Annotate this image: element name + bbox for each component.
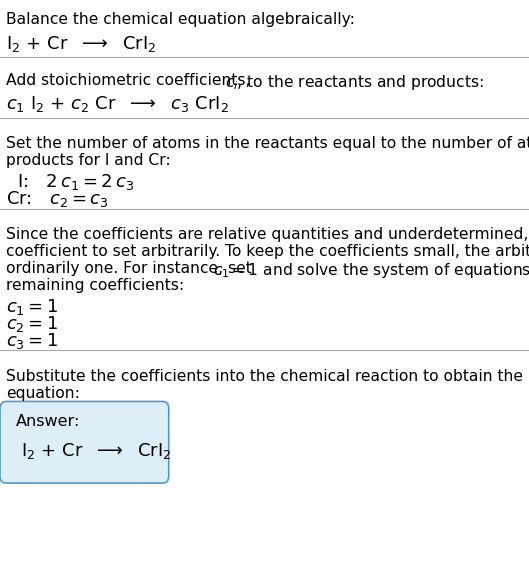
Text: Add stoichiometric coefficients,: Add stoichiometric coefficients, <box>6 73 256 87</box>
FancyBboxPatch shape <box>0 401 169 483</box>
Text: Answer:: Answer: <box>16 414 80 429</box>
Text: Substitute the coefficients into the chemical reaction to obtain the balanced: Substitute the coefficients into the che… <box>6 369 529 383</box>
Text: $c_1 = 1$ and solve the system of equations for the: $c_1 = 1$ and solve the system of equati… <box>213 261 529 280</box>
Text: $c_1$ $\mathrm{I_2}$ $+$ $c_2$ $\mathrm{Cr}$  $\longrightarrow$  $c_3$ $\mathrm{: $c_1$ $\mathrm{I_2}$ $+$ $c_2$ $\mathrm{… <box>6 94 229 114</box>
Text: $c_2 = 1$: $c_2 = 1$ <box>6 314 59 334</box>
Text: Since the coefficients are relative quantities and underdetermined, choose a: Since the coefficients are relative quan… <box>6 227 529 242</box>
Text: $c_i$, to the reactants and products:: $c_i$, to the reactants and products: <box>225 73 484 92</box>
Text: $c_1 = 1$: $c_1 = 1$ <box>6 297 59 317</box>
Text: ordinarily one. For instance, set: ordinarily one. For instance, set <box>6 261 257 276</box>
Text: Balance the chemical equation algebraically:: Balance the chemical equation algebraica… <box>6 12 355 27</box>
Text: Cr:   $c_2 = c_3$: Cr: $c_2 = c_3$ <box>6 189 109 209</box>
Text: $\mathrm{I_2}$ $+$ $\mathrm{Cr}$  $\longrightarrow$  $\mathrm{CrI_2}$: $\mathrm{I_2}$ $+$ $\mathrm{Cr}$ $\longr… <box>6 34 157 54</box>
Text: products for I and Cr:: products for I and Cr: <box>6 153 171 168</box>
Text: remaining coefficients:: remaining coefficients: <box>6 278 185 293</box>
Text: equation:: equation: <box>6 386 80 400</box>
Text: $c_3 = 1$: $c_3 = 1$ <box>6 331 59 351</box>
Text: $\mathrm{I_2}$ $+$ $\mathrm{Cr}$  $\longrightarrow$  $\mathrm{CrI_2}$: $\mathrm{I_2}$ $+$ $\mathrm{Cr}$ $\longr… <box>21 441 171 461</box>
Text: Set the number of atoms in the reactants equal to the number of atoms in the: Set the number of atoms in the reactants… <box>6 136 529 151</box>
Text: I:   $2\,c_1 = 2\,c_3$: I: $2\,c_1 = 2\,c_3$ <box>6 172 134 192</box>
Text: coefficient to set arbitrarily. To keep the coefficients small, the arbitrary va: coefficient to set arbitrarily. To keep … <box>6 244 529 259</box>
